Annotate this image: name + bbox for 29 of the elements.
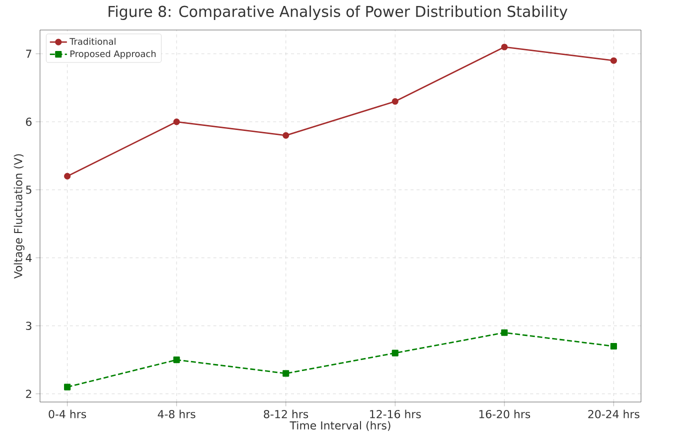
legend-label: Proposed Approach (70, 50, 156, 59)
y-tick-label: 3 (26, 322, 32, 330)
x-tick-label: 4-8 hrs (158, 410, 196, 418)
y-axis-title: Voltage Fluctuation (V) (14, 154, 24, 279)
x-tick-label: 0-4 hrs (48, 410, 86, 418)
x-tick-label: 20-24 hrs (588, 410, 640, 418)
point (501, 44, 508, 50)
x-tick-label: 8-12 hrs (264, 410, 308, 418)
point (392, 98, 398, 105)
point (610, 342, 617, 350)
point (610, 57, 617, 64)
point (282, 132, 290, 139)
point (173, 118, 180, 126)
y-tick-label: 6 (26, 118, 32, 126)
y-tick-label: 5 (26, 186, 32, 194)
point (282, 370, 290, 377)
x-tick-label: 16-20 hrs (479, 410, 530, 418)
y-tick-label: 2 (26, 390, 32, 398)
y-tick-label: 7 (26, 50, 32, 58)
x-axis-title: Time Interval (hrs) (290, 421, 390, 431)
y-tick-label: 4 (26, 254, 32, 262)
point (392, 350, 398, 356)
x-tick-label: 12-16 hrs (370, 410, 421, 418)
legend-label: Traditional (70, 38, 116, 45)
point (64, 172, 71, 180)
chart-title: Figure 8: Comparative Analysis of Power Distribution Stability (108, 6, 568, 20)
point (173, 356, 180, 364)
point (501, 329, 508, 336)
point (64, 384, 71, 390)
